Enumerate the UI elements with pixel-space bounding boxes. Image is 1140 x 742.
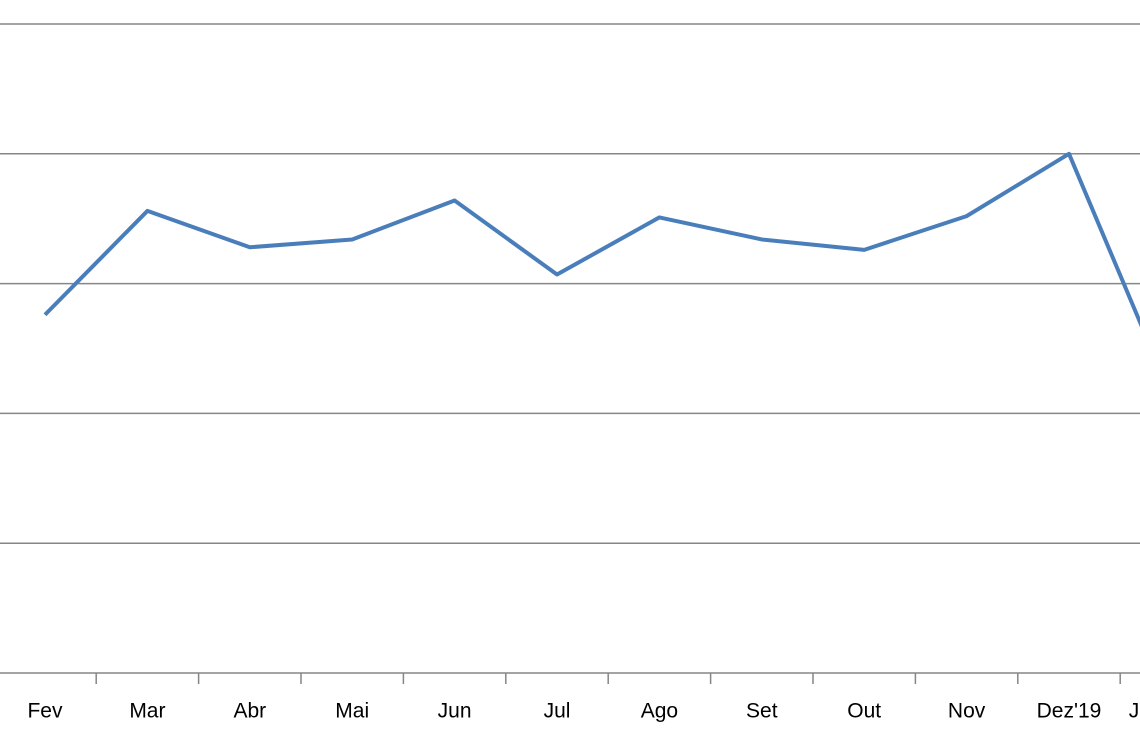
x-tick-label: J — [1129, 700, 1140, 723]
x-tick-label: Jul — [544, 700, 571, 723]
x-tick-label: Dez'19 — [1037, 700, 1102, 723]
x-tick-label: Out — [847, 700, 881, 723]
x-tick-label: Fev — [27, 700, 63, 723]
data-line — [43, 151, 1140, 328]
x-tick-label: Mai — [335, 700, 369, 723]
x-tick-label: Set — [746, 700, 778, 723]
x-tick-label: Ago — [641, 700, 678, 723]
x-tick-label: Abr — [233, 700, 266, 723]
x-tick-label: Jun — [438, 700, 472, 723]
x-tick-label: Mar — [129, 700, 165, 723]
x-tick-label: Nov — [948, 700, 986, 723]
